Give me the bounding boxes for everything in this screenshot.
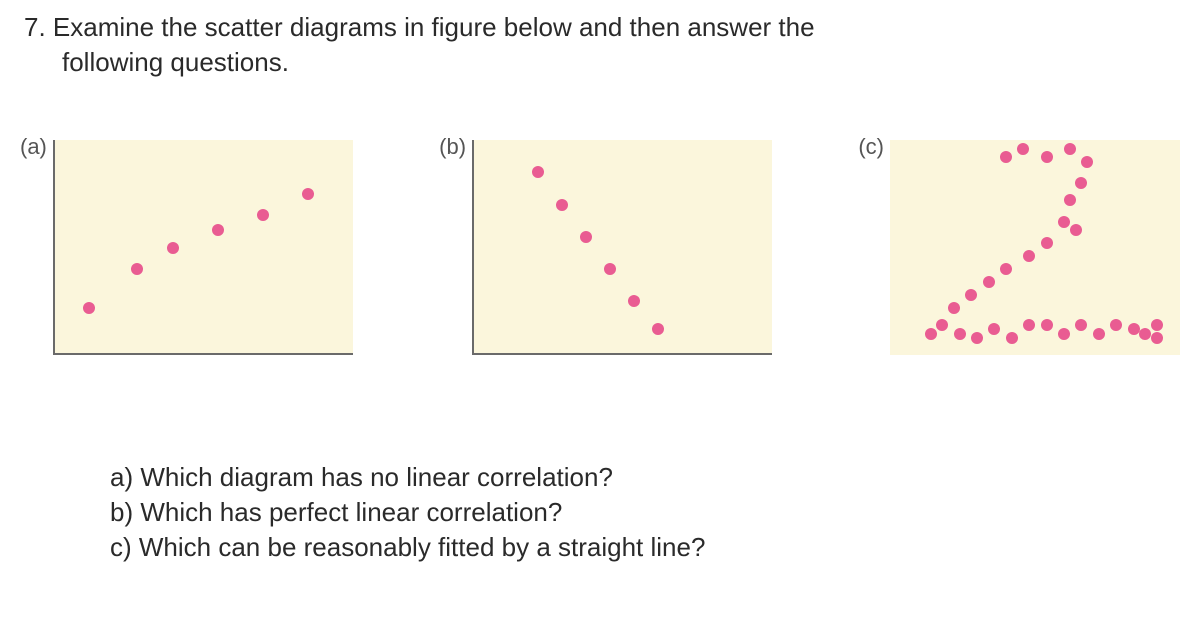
chart-block-c: (c) (858, 140, 1180, 355)
stem-line-1: Examine the scatter diagrams in figure b… (53, 12, 815, 42)
scatter-plot-b (472, 140, 772, 355)
data-point (971, 332, 983, 344)
data-point (1023, 250, 1035, 262)
data-point (965, 289, 977, 301)
data-point (532, 166, 544, 178)
data-point (1041, 151, 1053, 163)
data-point (1006, 332, 1018, 344)
data-point (1081, 156, 1093, 168)
data-point (983, 276, 995, 288)
data-point (1064, 194, 1076, 206)
data-point (1058, 216, 1070, 228)
subquestions: a) Which diagram has no linear correlati… (110, 460, 705, 565)
data-point (131, 263, 143, 275)
data-point (1151, 319, 1163, 331)
data-point (257, 209, 269, 221)
data-point (83, 302, 95, 314)
data-point (1075, 177, 1087, 189)
data-point (1041, 237, 1053, 249)
data-point (604, 263, 616, 275)
data-point (1070, 224, 1082, 236)
data-point (628, 295, 640, 307)
subquestion-b: b) Which has perfect linear correlation? (110, 495, 705, 530)
chart-label-b: (b) (439, 134, 466, 160)
chart-block-b: (b) (439, 140, 772, 355)
data-point (556, 199, 568, 211)
data-point (1041, 319, 1053, 331)
charts-row: (a) (b) (c) (20, 140, 1180, 355)
x-axis (472, 353, 772, 355)
data-point (167, 242, 179, 254)
data-point (1151, 332, 1163, 344)
data-point (925, 328, 937, 340)
data-point (212, 224, 224, 236)
data-point (652, 323, 664, 335)
data-point (936, 319, 948, 331)
subquestion-c: c) Which can be reasonably fitted by a s… (110, 530, 705, 565)
data-point (1000, 263, 1012, 275)
x-axis (53, 353, 353, 355)
question-number: 7. (24, 12, 46, 42)
data-point (1128, 323, 1140, 335)
data-point (1075, 319, 1087, 331)
chart-label-c: (c) (858, 134, 884, 160)
question-stem: 7. Examine the scatter diagrams in figur… (24, 10, 1174, 80)
data-point (948, 302, 960, 314)
data-point (1139, 328, 1151, 340)
data-point (1000, 151, 1012, 163)
scatter-plot-a (53, 140, 353, 355)
y-axis (472, 140, 474, 355)
data-point (1110, 319, 1122, 331)
chart-block-a: (a) (20, 140, 353, 355)
data-point (302, 188, 314, 200)
data-point (1058, 328, 1070, 340)
data-point (1017, 143, 1029, 155)
data-point (988, 323, 1000, 335)
data-point (580, 231, 592, 243)
stem-line-2: following questions. (24, 45, 1174, 80)
y-axis (53, 140, 55, 355)
scatter-plot-c (890, 140, 1180, 355)
chart-label-a: (a) (20, 134, 47, 160)
subquestion-a: a) Which diagram has no linear correlati… (110, 460, 705, 495)
page: 7. Examine the scatter diagrams in figur… (0, 0, 1200, 626)
data-point (954, 328, 966, 340)
data-point (1064, 143, 1076, 155)
data-point (1093, 328, 1105, 340)
data-point (1023, 319, 1035, 331)
